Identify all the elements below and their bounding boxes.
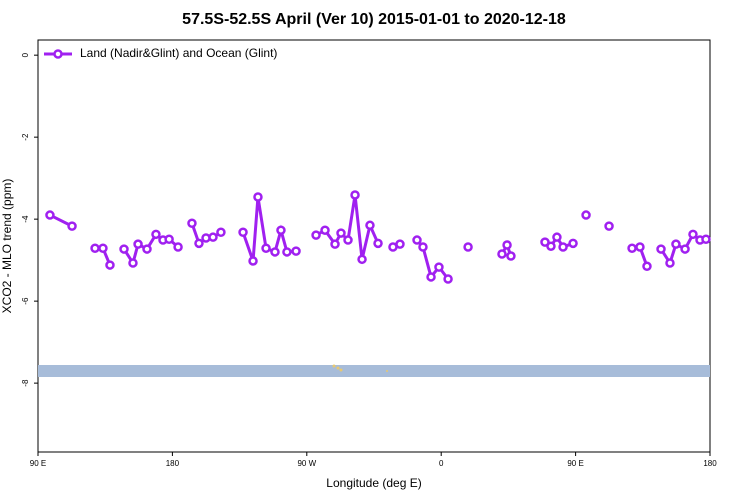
land-dot [336, 366, 340, 370]
point [216, 227, 226, 238]
series-line [49, 194, 707, 281]
point [343, 235, 353, 245]
x-tick-label: 0 [439, 459, 444, 468]
y-axis-label: XCO2 - MLO trend (ppm) [0, 179, 14, 314]
point [67, 221, 77, 231]
point [671, 239, 681, 249]
point [688, 229, 698, 240]
point [642, 261, 652, 272]
y-tick-label: -4 [21, 215, 30, 223]
point [357, 254, 367, 265]
x-axis-label: Longitude (deg E) [326, 476, 421, 490]
point [208, 232, 218, 242]
point [635, 242, 645, 252]
land-dot [339, 368, 343, 372]
point [151, 229, 161, 240]
point [418, 242, 428, 252]
x-tick-label: 180 [166, 459, 180, 468]
point [627, 243, 637, 254]
point [540, 237, 550, 247]
point [173, 242, 183, 252]
chart-title: 57.5S-52.5S April (Ver 10) 2015-01-01 to… [182, 11, 566, 28]
y-tick-label: -2 [21, 133, 30, 141]
point [291, 246, 301, 256]
point [434, 262, 444, 272]
point [90, 243, 100, 254]
point [336, 228, 346, 238]
point [320, 225, 330, 235]
plot-frame [37, 39, 711, 453]
point [270, 247, 280, 257]
point [276, 225, 286, 235]
point [311, 230, 321, 240]
point [604, 221, 614, 231]
point [463, 242, 473, 252]
point [238, 227, 248, 238]
point [365, 220, 375, 231]
land-dot [332, 364, 336, 368]
point [128, 258, 138, 268]
legend-label: Land (Nadir&Glint) and Ocean (Glint) [80, 46, 277, 60]
land-dot [386, 370, 388, 372]
legend-marker [53, 49, 63, 59]
point [558, 242, 568, 252]
point [45, 210, 55, 220]
y-tick-label: -6 [21, 297, 30, 305]
x-tick-label: 90 E [30, 459, 46, 468]
point [506, 251, 516, 261]
point [133, 239, 143, 249]
point [164, 234, 174, 244]
point [426, 272, 436, 282]
point [443, 274, 453, 284]
y-tick-label: 0 [21, 52, 30, 57]
y-tick-label: -8 [21, 379, 30, 387]
point [330, 239, 340, 249]
point [497, 249, 507, 259]
point [119, 244, 129, 254]
point [680, 244, 690, 254]
point [350, 190, 360, 200]
point [412, 235, 422, 245]
point [502, 240, 512, 250]
point [142, 244, 152, 254]
point [187, 218, 197, 228]
point [261, 243, 271, 254]
point [253, 192, 263, 202]
point [98, 243, 108, 254]
point [552, 232, 562, 242]
point [194, 238, 204, 249]
point [282, 247, 292, 257]
point [248, 256, 258, 266]
point [105, 260, 115, 270]
point [656, 244, 666, 254]
point [665, 258, 675, 268]
point [395, 239, 405, 249]
point [581, 210, 591, 220]
x-tick-label: 90 W [297, 459, 316, 468]
x-tick-label: 90 E [567, 459, 583, 468]
x-tick-label: 180 [703, 459, 717, 468]
point [701, 234, 711, 244]
point [373, 238, 383, 249]
point [546, 241, 556, 251]
point [568, 238, 578, 249]
map-strip [38, 365, 710, 377]
